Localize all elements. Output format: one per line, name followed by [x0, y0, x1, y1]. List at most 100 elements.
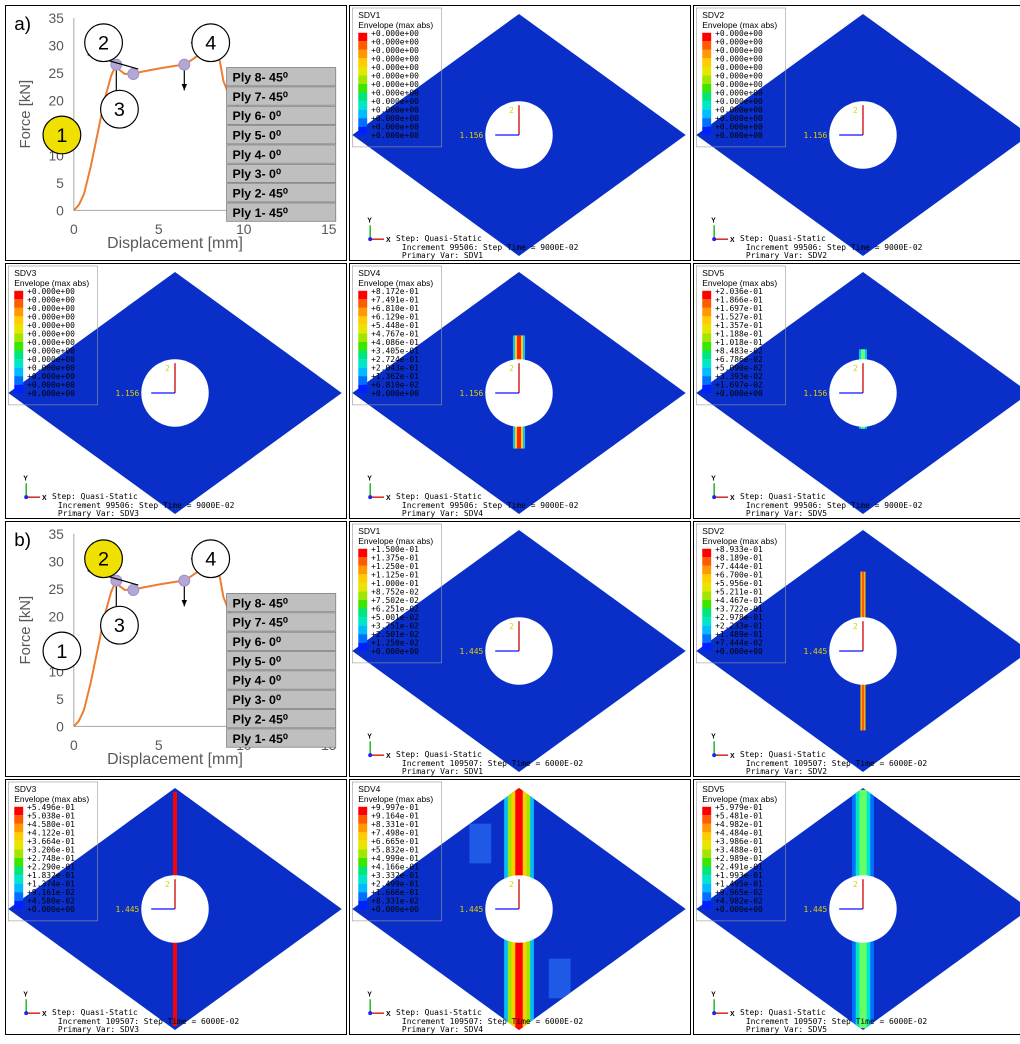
legend-value: +2.989e-01: [715, 854, 763, 863]
triad-z: [24, 1011, 29, 1016]
legend-swatch: [702, 350, 712, 360]
legend-value: +1.866e-01: [715, 295, 763, 304]
legend-swatch: [358, 557, 368, 566]
y-tick-label: 25: [48, 581, 64, 597]
node-label: 1.445: [459, 905, 483, 914]
legend-swatch: [14, 307, 24, 317]
legend-value: +0.000e+00: [715, 54, 763, 63]
legend-value: +7.444e-02: [715, 639, 763, 648]
primary-var-text: Primary Var: SDV3: [58, 509, 139, 518]
contour-panel-sdv1: 1.445 2 SDV1 Envelope (max abs) +1.500e-01 +1…: [349, 521, 691, 777]
legend-value: +1.495e-01: [715, 880, 763, 889]
legend-swatch: [702, 900, 712, 910]
ply-label-box: [226, 728, 337, 748]
contour-subtitle: Envelope (max abs): [14, 794, 89, 804]
legend-value: +0.000e+00: [371, 88, 419, 97]
legend-value: +0.000e+00: [27, 364, 75, 373]
legend-value: +3.664e-01: [27, 837, 75, 846]
legend-value: +1.527e-01: [715, 312, 763, 321]
legend-value: +0.000e+00: [27, 304, 75, 313]
legend-swatch: [702, 642, 712, 652]
node-label: 1.156: [803, 131, 827, 140]
triad-z: [368, 495, 373, 500]
legend-swatch: [702, 75, 712, 84]
ply-label-box: [226, 689, 337, 709]
ply-label: Ply 4- 0⁰: [233, 674, 281, 688]
legend-value: +4.580e-02: [27, 897, 75, 906]
legend-value: +4.166e-01: [371, 862, 419, 871]
node-label: 2: [165, 364, 170, 373]
legend-swatch: [14, 367, 24, 377]
node-label: 1.445: [803, 647, 827, 656]
legend-swatch: [358, 875, 368, 884]
x-tick-label: 5: [155, 221, 163, 237]
event-marker: [110, 58, 123, 71]
legend-value: +3.393e-02: [715, 372, 763, 381]
legend-value: +0.000e+00: [715, 71, 763, 80]
legend-frame: [8, 781, 98, 922]
contour-subtitle: Envelope (max abs): [702, 20, 777, 30]
triad-z: [368, 753, 373, 758]
ply-label-box: [226, 612, 337, 632]
legend-swatch: [358, 49, 368, 59]
legend-swatch: [14, 333, 24, 342]
legend-value: +5.481e-01: [715, 811, 763, 820]
legend-swatch: [358, 83, 368, 93]
event-marker: [178, 58, 191, 71]
annotation-label: 2: [98, 549, 109, 571]
legend-value: +1.489e-01: [715, 630, 763, 639]
legend-swatch: [702, 118, 712, 127]
legend-swatch: [358, 900, 368, 910]
annotation-label: 4: [205, 549, 216, 571]
ply-label-box: [226, 709, 337, 729]
legend-swatch: [702, 582, 712, 592]
damage-band: [861, 674, 865, 731]
legend-value: +3.751e-02: [371, 622, 419, 631]
legend-value: +8.483e-02: [715, 346, 763, 355]
ply-label: Ply 4- 0⁰: [233, 148, 281, 162]
legend-swatch: [702, 290, 712, 300]
step-text: Step: Quasi-Static: [52, 492, 138, 501]
increment-text: Increment 109507: Step Time = 6000E-02: [746, 1017, 927, 1026]
chart-panel-a: a)05101520253035051015Displacement [mm]F…: [5, 5, 347, 261]
legend-value: +0.000e+00: [27, 321, 75, 330]
legend-value: +8.752e-02: [371, 587, 419, 596]
legend-value: +1.188e-01: [715, 329, 763, 338]
annotation-circle: [42, 631, 82, 671]
ply-label-box: [226, 670, 337, 690]
contour-panel-sdv5: 1.156 2 SDV5 Envelope (max abs) +2.036e-01 +1…: [693, 263, 1020, 519]
legend-value: +7.502e-02: [371, 596, 419, 605]
legend-swatch: [358, 58, 368, 67]
legend-value: +2.499e-01: [371, 880, 419, 889]
primary-var-text: Primary Var: SDV5: [746, 509, 827, 518]
legend-value: +4.580e-01: [27, 820, 75, 829]
y-tick-label: 35: [48, 526, 64, 542]
node-label: 1.156: [803, 389, 827, 398]
triad-x-label: X: [386, 1011, 391, 1018]
ply-label-box: [226, 105, 337, 125]
step-text: Step: Quasi-Static: [52, 1008, 138, 1017]
legend-value: +7.444e-01: [715, 562, 763, 571]
legend-frame: [8, 265, 98, 406]
legend-swatch: [358, 634, 368, 643]
contour-title: SDV5: [702, 268, 724, 278]
node-label: 1.445: [803, 905, 827, 914]
contour-title: SDV1: [358, 526, 380, 536]
event-marker: [110, 574, 123, 587]
legend-swatch: [14, 316, 24, 325]
legend-value: +6.786e-02: [715, 355, 763, 364]
event-marker: [127, 68, 140, 80]
legend-swatch: [358, 41, 368, 50]
legend-value: +0.000e+00: [715, 80, 763, 89]
legend-value: +0.000e+00: [715, 123, 763, 132]
legend-swatch: [358, 849, 368, 858]
ply-label-box: [226, 67, 337, 87]
legend-value: +5.832e-01: [371, 845, 419, 854]
legend-value: +3.405e-01: [371, 346, 419, 355]
legend-swatch: [702, 625, 712, 635]
contour-title: SDV4: [358, 268, 380, 278]
legend-swatch: [358, 101, 368, 110]
legend-swatch: [358, 299, 368, 308]
triad-y-label: Y: [711, 991, 716, 998]
legend-swatch: [702, 608, 712, 618]
